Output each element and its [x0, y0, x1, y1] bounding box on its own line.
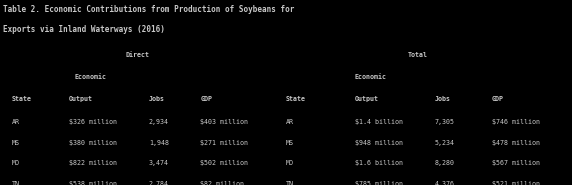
Text: State: State	[286, 96, 306, 102]
Text: 3,474: 3,474	[149, 160, 169, 166]
Text: 8,280: 8,280	[435, 160, 455, 166]
Text: Table 2. Economic Contributions from Production of Soybeans for: Table 2. Economic Contributions from Pro…	[3, 5, 294, 14]
Text: AR: AR	[286, 119, 294, 125]
Text: MS: MS	[11, 140, 19, 146]
Text: $1.4 billion: $1.4 billion	[355, 119, 403, 125]
Text: $1.6 billion: $1.6 billion	[355, 160, 403, 166]
Text: Jobs: Jobs	[149, 96, 165, 102]
Text: Output: Output	[69, 96, 93, 102]
Text: 5,234: 5,234	[435, 140, 455, 146]
Text: 4,376: 4,376	[435, 181, 455, 185]
Text: Direct: Direct	[125, 52, 149, 58]
Text: $380 million: $380 million	[69, 140, 117, 146]
Text: $82 million: $82 million	[200, 181, 244, 185]
Text: GDP: GDP	[492, 96, 504, 102]
Text: AR: AR	[11, 119, 19, 125]
Text: MO: MO	[286, 160, 294, 166]
Text: TN: TN	[286, 181, 294, 185]
Text: Jobs: Jobs	[435, 96, 451, 102]
Text: Total: Total	[408, 52, 427, 58]
Text: 7,305: 7,305	[435, 119, 455, 125]
Text: $567 million: $567 million	[492, 160, 540, 166]
Text: MO: MO	[11, 160, 19, 166]
Text: State: State	[11, 96, 31, 102]
Text: $271 million: $271 million	[200, 140, 248, 146]
Text: GDP: GDP	[200, 96, 212, 102]
Text: $746 million: $746 million	[492, 119, 540, 125]
Text: Output: Output	[355, 96, 379, 102]
Text: Exports via Inland Waterways (2016): Exports via Inland Waterways (2016)	[3, 25, 165, 34]
Text: $403 million: $403 million	[200, 119, 248, 125]
Text: 1,948: 1,948	[149, 140, 169, 146]
Text: $502 million: $502 million	[200, 160, 248, 166]
Text: $326 million: $326 million	[69, 119, 117, 125]
Text: 2,934: 2,934	[149, 119, 169, 125]
Text: Economic: Economic	[74, 74, 106, 80]
Text: TN: TN	[11, 181, 19, 185]
Text: $948 million: $948 million	[355, 140, 403, 146]
Text: 2,784: 2,784	[149, 181, 169, 185]
Text: Economic: Economic	[355, 74, 387, 80]
Text: $822 million: $822 million	[69, 160, 117, 166]
Text: MS: MS	[286, 140, 294, 146]
Text: $521 million: $521 million	[492, 181, 540, 185]
Text: $478 million: $478 million	[492, 140, 540, 146]
Text: $785 million: $785 million	[355, 181, 403, 185]
Text: $538 million: $538 million	[69, 181, 117, 185]
